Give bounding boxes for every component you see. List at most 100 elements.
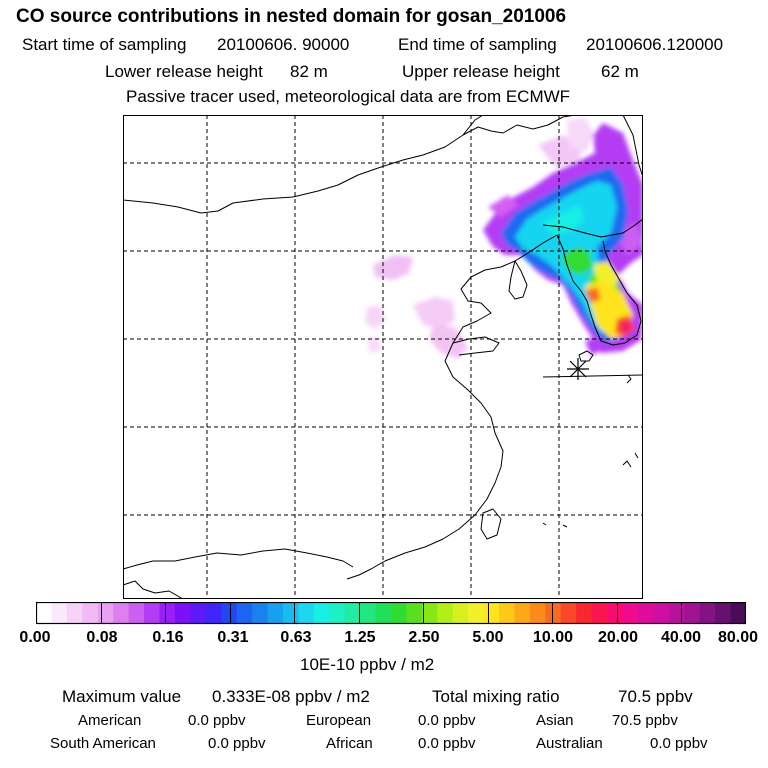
colorbar-cell — [329, 602, 346, 624]
colorbar-cell — [313, 602, 330, 624]
end-time-value: 20100606.120000 — [586, 35, 724, 54]
colorbar-cell — [190, 602, 207, 624]
colorbar-cell — [66, 602, 83, 624]
colorbar-tick-label: 40.00 — [660, 629, 702, 646]
colorbar-cell — [406, 602, 423, 624]
colorbar-cell — [282, 602, 299, 624]
colorbar-cell — [174, 602, 191, 624]
colorbar — [36, 602, 746, 625]
plume-patch — [373, 255, 413, 280]
korea-coast — [556, 234, 642, 346]
map-panel — [123, 115, 643, 599]
colorbar-cell — [715, 602, 732, 624]
colorbar-cell — [36, 602, 53, 624]
plume-patch — [429, 325, 468, 359]
colorbar-cell — [499, 602, 516, 624]
colorbar-tick-label: 0.00 — [19, 629, 51, 646]
colorbar-cell — [82, 602, 99, 624]
border-line — [542, 218, 643, 238]
tracer-note: Passive tracer used, meteorological data… — [126, 87, 571, 106]
plume-patch — [367, 337, 381, 353]
colorbar-tick-label: 0.08 — [86, 629, 118, 646]
plot-title: CO source contributions in nested domain… — [16, 6, 567, 27]
colorbar-cell — [298, 602, 315, 624]
plume-hotspot — [621, 321, 631, 333]
region-value: 0.0 ppbv — [418, 712, 476, 729]
colorbar-cell — [421, 602, 438, 624]
border-line — [123, 580, 184, 599]
colorbar-cell — [221, 602, 238, 624]
colorbar-tick-label: 80.00 — [717, 629, 759, 646]
end-time-label: End time of sampling — [398, 35, 557, 54]
colorbar-cell — [267, 602, 284, 624]
colorbar-cell — [159, 602, 176, 624]
colorbar-cell — [730, 602, 746, 624]
border-line — [123, 115, 484, 214]
colorbar-cell — [699, 602, 716, 624]
colorbar-cell — [591, 602, 608, 624]
colorbar-tick-label: 5.00 — [472, 629, 504, 646]
total-mixing-value: 70.5 ppbv — [618, 687, 693, 706]
colorbar-cell — [128, 602, 145, 624]
coastlines — [123, 115, 643, 599]
colorbar-cells — [36, 602, 746, 624]
region-name: Asian — [536, 712, 574, 729]
colorbar-separators — [101, 602, 682, 624]
colorbar-frame — [36, 602, 746, 625]
jeju-island — [578, 350, 594, 362]
region-name: Australian — [536, 735, 603, 752]
china-coast — [346, 234, 558, 580]
region-value: 0.0 ppbv — [418, 735, 476, 752]
total-mixing-label: Total mixing ratio — [432, 687, 560, 706]
colorbar-cell — [637, 602, 654, 624]
colorbar-tick-label: 0.16 — [152, 629, 184, 646]
liaodong-coast — [508, 260, 528, 300]
colorbar-cell — [545, 602, 562, 624]
colorbar-cell — [483, 602, 500, 624]
colorbar-cell — [468, 602, 485, 624]
colorbar-cell — [252, 602, 269, 624]
plume-patch — [585, 337, 601, 355]
colorbar-cell — [529, 602, 546, 624]
border-line — [622, 115, 643, 178]
colorbar-cell — [113, 602, 130, 624]
colorbar-cell — [344, 602, 361, 624]
colorbar-unit: 10E-10 ppbv / m2 — [300, 655, 435, 674]
lower-height-value: 82 m — [290, 62, 328, 81]
colorbar-cell — [560, 602, 577, 624]
border-line — [123, 548, 354, 570]
receptor-marker — [567, 358, 589, 380]
border-line — [542, 374, 643, 378]
colorbar-tick-label: 10.00 — [532, 629, 574, 646]
colorbar-cell — [668, 602, 685, 624]
region-name: African — [326, 735, 373, 752]
lower-height-label: Lower release height — [105, 62, 263, 81]
colorbar-cell — [205, 602, 222, 624]
max-value: 0.333E-08 ppbv / m2 — [212, 687, 370, 706]
region-name: American — [78, 712, 142, 729]
colorbar-cell — [576, 602, 593, 624]
plume-patch — [413, 297, 455, 329]
plume-patch — [567, 117, 595, 153]
lat-lon-grid — [123, 115, 643, 599]
colorbar-cell — [51, 602, 68, 624]
colorbar-cell — [607, 602, 624, 624]
max-value-label: Maximum value — [62, 687, 182, 706]
start-time-value: 20100606. 90000 — [217, 35, 350, 54]
plume-green — [561, 247, 593, 275]
colorbar-cell — [360, 602, 377, 624]
colorbar-cell — [375, 602, 392, 624]
colorbar-cell — [391, 602, 408, 624]
colorbar-tick-label: 0.31 — [217, 629, 249, 646]
start-time-label: Start time of sampling — [22, 35, 187, 54]
colorbar-cell — [236, 602, 253, 624]
colorbar-cell — [452, 602, 469, 624]
region-name: European — [306, 712, 372, 729]
map-frame — [123, 115, 643, 599]
plume-hotspot — [585, 287, 601, 303]
colorbar-tick-label: 2.50 — [408, 629, 440, 646]
colorbar-cell — [437, 602, 454, 624]
plume-patch — [365, 305, 385, 329]
colorbar-cell — [514, 602, 531, 624]
region-value: 0.0 ppbv — [650, 735, 708, 752]
